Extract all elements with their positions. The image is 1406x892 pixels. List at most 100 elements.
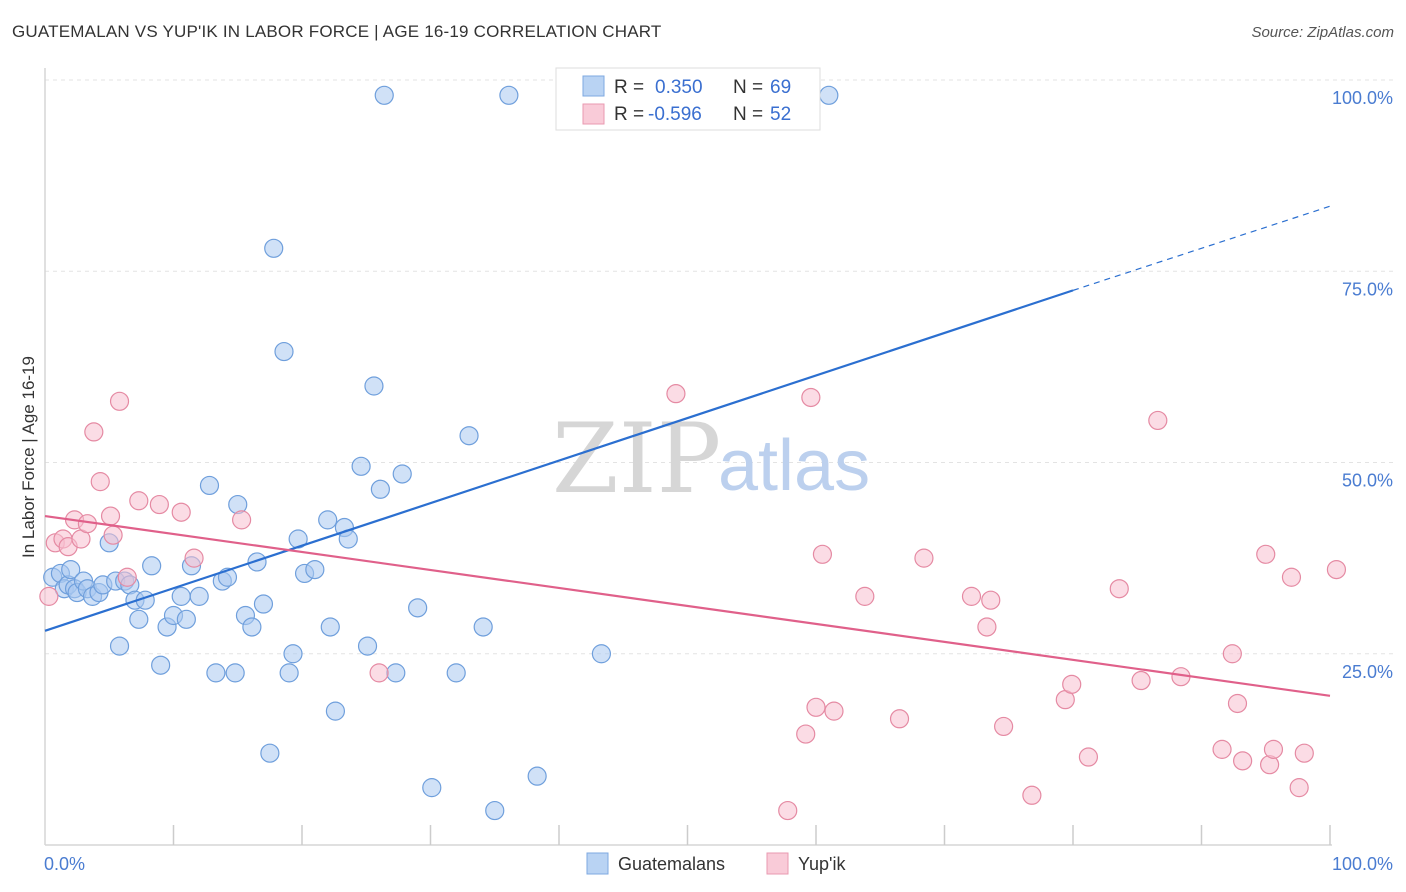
point-yupik xyxy=(1294,743,1314,763)
series-legend-swatch-guatemalans xyxy=(586,852,609,875)
y-tick-label: 50.0% xyxy=(1342,471,1393,491)
point-yupik xyxy=(914,548,934,568)
trend-line-yupik xyxy=(44,514,1331,697)
y-tick-label: 25.0% xyxy=(1342,662,1393,682)
legend-r-label-1: R = xyxy=(614,77,644,98)
x-tick-label-max: 100.0% xyxy=(1332,854,1393,874)
point-guatemalans xyxy=(253,594,274,614)
point-yupik xyxy=(796,724,816,744)
point-yupik xyxy=(1148,410,1168,431)
point-guatemalans xyxy=(351,456,371,476)
point-guatemalans xyxy=(408,598,428,618)
point-yupik xyxy=(801,387,821,408)
series-legend-label-yupik: Yup'ik xyxy=(798,854,846,874)
point-guatemalans xyxy=(392,464,412,484)
series-legend-label-guatemalans: Guatemalans xyxy=(618,854,725,874)
point-guatemalans xyxy=(459,426,479,446)
point-guatemalans xyxy=(279,663,299,683)
point-yupik xyxy=(977,617,997,637)
point-guatemalans xyxy=(225,663,245,683)
y-axis-tick-labels: 25.0% 50.0% 75.0% 100.0% xyxy=(1332,88,1393,682)
trend-line-guatemalans xyxy=(44,289,1074,632)
point-yupik xyxy=(824,701,844,721)
legend-r-value-2: -0.596 xyxy=(648,104,702,125)
point-yupik xyxy=(1022,785,1042,805)
point-yupik xyxy=(1263,739,1284,759)
point-yupik xyxy=(1227,693,1248,714)
legend-n-label-1: N = xyxy=(733,77,763,98)
trend-lines xyxy=(44,205,1331,697)
point-yupik xyxy=(109,391,130,411)
point-yupik xyxy=(1222,644,1242,664)
point-yupik xyxy=(149,494,169,515)
point-guatemalans xyxy=(422,778,442,798)
point-yupik xyxy=(369,663,389,683)
point-guatemalans xyxy=(325,701,346,721)
point-guatemalans xyxy=(129,609,149,629)
point-guatemalans xyxy=(142,556,162,576)
point-guatemalans xyxy=(189,586,209,606)
point-yupik xyxy=(961,586,982,606)
point-guatemalans xyxy=(151,655,171,675)
point-guatemalans xyxy=(109,636,130,656)
point-yupik xyxy=(1281,567,1302,587)
point-yupik xyxy=(981,590,1001,610)
point-guatemalans xyxy=(176,609,196,629)
point-yupik xyxy=(1233,751,1253,771)
point-yupik xyxy=(184,548,204,568)
point-yupik xyxy=(90,472,110,492)
source-note: Source: ZipAtlas.com xyxy=(1251,24,1394,41)
point-guatemalans xyxy=(527,766,547,786)
point-guatemalans xyxy=(171,586,191,606)
point-yupik xyxy=(1062,674,1082,694)
stats-legend: R = 0.350 N = 69 R = -0.596 N = 52 xyxy=(555,67,821,131)
axes xyxy=(44,68,1332,846)
point-yupik xyxy=(100,506,121,526)
point-guatemalans xyxy=(320,617,340,637)
point-guatemalans xyxy=(485,800,505,821)
legend-swatch-guatemalans xyxy=(582,75,605,97)
point-yupik xyxy=(1109,579,1129,599)
watermark-zip: ZIP xyxy=(552,403,721,515)
y-axis-label: In Labor Force | Age 16-19 xyxy=(19,356,38,558)
point-yupik xyxy=(1289,778,1309,798)
point-yupik xyxy=(117,567,137,587)
point-yupik xyxy=(1131,670,1151,691)
point-guatemalans xyxy=(364,376,384,396)
legend-swatch-yupik xyxy=(582,103,605,125)
chart-title: GUATEMALAN VS YUP'IK IN LABOR FORCE | AG… xyxy=(12,22,662,41)
x-axis-tick-labels: 0.0% 100.0% xyxy=(44,854,1393,874)
point-yupik xyxy=(666,384,686,404)
point-yupik xyxy=(1212,739,1232,759)
point-guatemalans xyxy=(386,663,406,683)
y-tick-label: 75.0% xyxy=(1342,279,1393,299)
point-guatemalans xyxy=(374,85,394,105)
point-yupik xyxy=(129,491,149,511)
point-guatemalans xyxy=(591,644,612,664)
legend-n-value-1: 69 xyxy=(770,77,791,98)
point-guatemalans xyxy=(357,636,378,656)
point-guatemalans xyxy=(473,617,493,637)
point-yupik xyxy=(855,586,875,606)
series-legend-swatch-yupik xyxy=(766,852,789,875)
watermark: ZIP atlas xyxy=(552,403,870,515)
point-yupik xyxy=(84,422,104,442)
point-yupik xyxy=(994,716,1014,737)
legend-n-label-2: N = xyxy=(733,104,763,125)
legend-r-value-1: 0.350 xyxy=(655,77,703,98)
watermark-atlas: atlas xyxy=(718,426,870,506)
point-yupik xyxy=(171,502,191,522)
series-legend: Guatemalans Yup'ik xyxy=(586,852,846,875)
point-guatemalans xyxy=(274,341,294,362)
point-yupik xyxy=(778,800,798,821)
x-axis-ticks xyxy=(172,825,1331,845)
point-guatemalans xyxy=(206,663,226,683)
point-yupik xyxy=(39,586,59,606)
point-guatemalans xyxy=(370,479,390,499)
point-yupik xyxy=(1078,747,1099,767)
y-tick-label: 100.0% xyxy=(1332,88,1393,108)
point-guatemalans xyxy=(305,559,325,580)
point-guatemalans xyxy=(247,552,267,572)
point-yupik xyxy=(806,697,826,717)
